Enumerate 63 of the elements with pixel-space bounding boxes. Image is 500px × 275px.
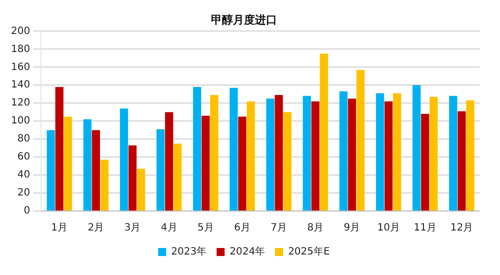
bar	[156, 129, 165, 210]
y-tick-label: 20	[17, 188, 30, 199]
bar	[458, 111, 466, 210]
bar	[230, 88, 238, 210]
x-tick-label: 11月	[414, 222, 437, 234]
y-tick-label: 60	[17, 152, 30, 163]
bar	[412, 85, 421, 210]
bar	[174, 144, 182, 210]
bar	[466, 100, 474, 210]
x-tick-label: 9月	[344, 222, 360, 234]
y-tick-label: 200	[10, 26, 30, 37]
x-tick-label: 4月	[160, 222, 178, 234]
bar	[311, 101, 320, 210]
legend-label: 2025年E	[288, 246, 330, 258]
bar	[55, 86, 64, 210]
bar	[128, 145, 137, 210]
bar	[339, 91, 348, 210]
bar	[46, 130, 55, 210]
bar	[165, 112, 174, 210]
bar	[202, 116, 210, 210]
legend-label: 2023年	[171, 246, 207, 258]
bar	[348, 98, 356, 210]
bar	[83, 119, 92, 210]
y-tick-label: 180	[10, 44, 30, 55]
x-tick-label: 1月	[51, 222, 68, 234]
bar	[302, 96, 311, 210]
bar	[246, 101, 255, 210]
bar	[210, 95, 218, 210]
bar	[274, 95, 283, 210]
bar	[320, 54, 328, 210]
bar	[266, 98, 274, 210]
bar	[393, 93, 402, 210]
x-tick-label: 10月	[377, 222, 400, 234]
x-tick-label: 12月	[450, 222, 474, 234]
y-tick-label: 140	[10, 80, 30, 91]
bar	[120, 108, 128, 210]
x-tick-label: 7月	[270, 222, 288, 234]
y-tick-label: 80	[17, 134, 30, 145]
x-tick-label: 3月	[124, 222, 141, 234]
bar	[384, 101, 393, 210]
bar	[92, 130, 100, 210]
bar	[193, 86, 202, 210]
legend-label: 2024年	[230, 246, 266, 258]
bar	[283, 112, 292, 210]
x-tick-label: 8月	[307, 222, 324, 234]
bar	[137, 168, 146, 210]
y-tick-label: 40	[17, 170, 30, 181]
y-tick-label: 100	[10, 116, 30, 127]
bar	[449, 96, 458, 210]
bar	[356, 70, 365, 210]
y-tick-label: 160	[10, 62, 30, 73]
y-tick-label: 120	[10, 98, 30, 109]
y-tick-label: 0	[24, 206, 30, 217]
bar	[421, 114, 430, 210]
bar	[376, 93, 384, 210]
x-tick-label: 6月	[234, 222, 250, 234]
bar	[100, 160, 109, 210]
x-tick-label: 2月	[88, 222, 104, 234]
bar	[238, 116, 246, 210]
bar	[430, 96, 438, 210]
chart-title: 甲醇月度进口	[211, 13, 277, 26]
x-tick-label: 5月	[197, 222, 214, 234]
bar	[64, 116, 72, 210]
